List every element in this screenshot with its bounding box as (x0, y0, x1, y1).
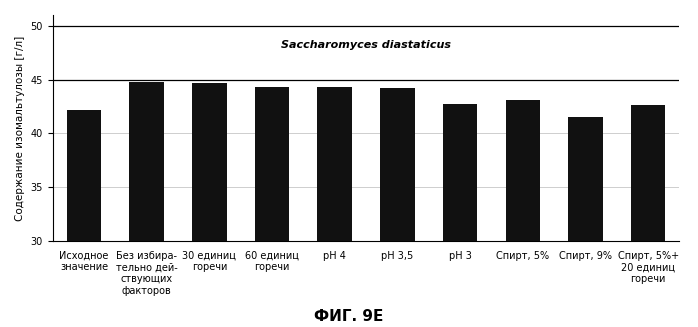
Text: Saccharomyces diastaticus: Saccharomyces diastaticus (281, 40, 451, 50)
Bar (631, 105, 665, 241)
Bar (318, 87, 352, 241)
Bar (380, 88, 415, 241)
Bar (568, 117, 602, 241)
Bar (505, 100, 540, 241)
Bar (192, 83, 227, 241)
Text: ФИГ. 9Е: ФИГ. 9Е (314, 309, 384, 324)
Bar (255, 87, 289, 241)
Y-axis label: Содержание изомальтулозы [г/л]: Содержание изомальтулозы [г/л] (15, 35, 25, 221)
Bar (129, 82, 164, 241)
Bar (67, 110, 101, 241)
Bar (443, 104, 477, 241)
